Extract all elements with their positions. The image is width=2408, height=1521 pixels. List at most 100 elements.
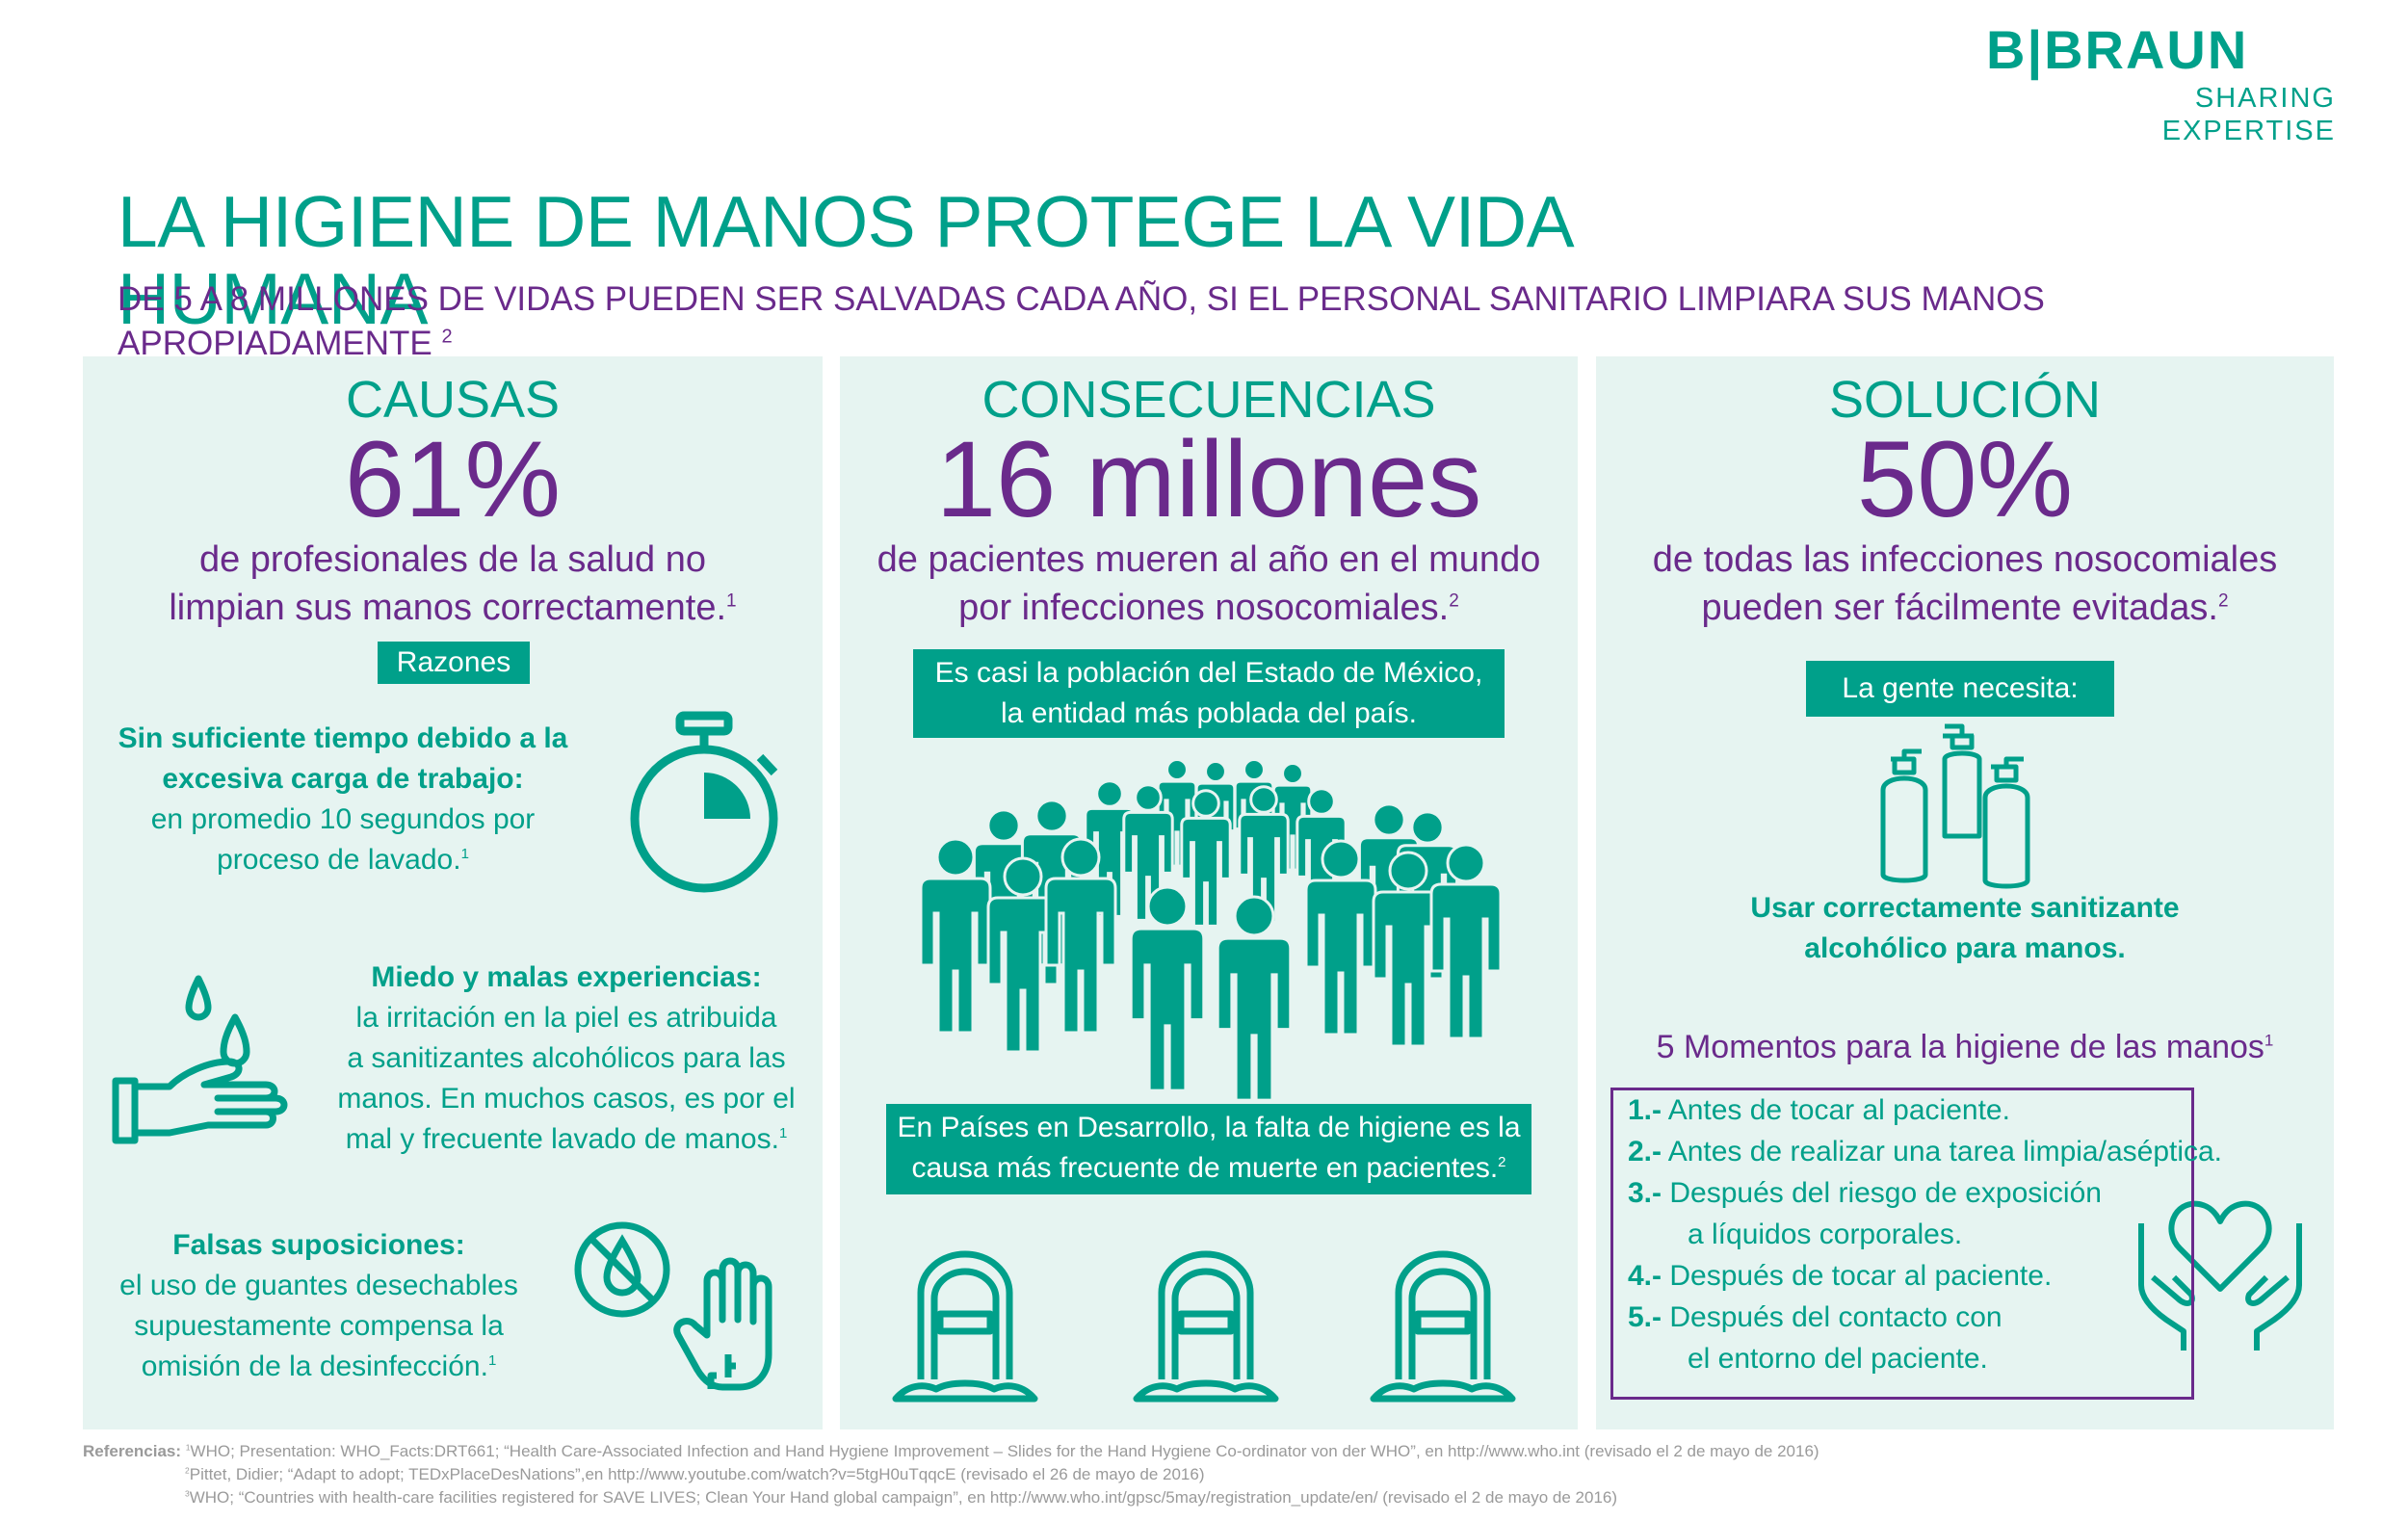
developing-note-ref: 2 (1498, 1154, 1506, 1170)
reason-time-line1: en promedio 10 segundos por (150, 803, 536, 835)
person-figure (919, 837, 992, 1035)
causas-title: CAUSAS (345, 371, 561, 429)
reason-time-bold1: Sin suficiente tiempo debido a la (118, 722, 568, 754)
reason-false: Falsas suposiciones: el uso de guantes d… (92, 1225, 545, 1387)
moment-item: 5.- Después del contacto con (1628, 1299, 2002, 1336)
moments-box (1610, 1088, 2194, 1400)
moment-number: 4.- (1628, 1260, 1662, 1292)
reference-number: 1 (185, 1442, 191, 1453)
moment-item: 1.- Antes de tocar al paciente. (1628, 1092, 2010, 1129)
person-figure (1180, 789, 1232, 928)
crowd-icon (919, 758, 1503, 1102)
consecuencias-stat: 16 millones (935, 419, 1482, 539)
moment-item-cont: el entorno del paciente. (1688, 1343, 1988, 1375)
references: Referencias: 1WHO; Presentation: WHO_Fac… (83, 1441, 1819, 1462)
moment-item: 3.- Después del riesgo de exposición (1628, 1175, 2102, 1212)
reason-time-line2: proceso de lavado. (217, 844, 461, 876)
needs-text-line2: alcohólico para manos. (1804, 932, 2126, 964)
person-figure (1238, 785, 1290, 924)
solucion-desc-line1: de todas las infecciones nosocomiales (1652, 539, 2278, 580)
needs-text: Usar correctamente sanitizante alcohólic… (1596, 888, 2334, 969)
reason-fear-ref: 1 (778, 1125, 788, 1141)
population-note-line1: Es casi la población del Estado de Méxic… (934, 657, 1483, 689)
moment-number: 3.- (1628, 1177, 1662, 1209)
developing-note: En Países en Desarrollo, la falta de hig… (886, 1104, 1531, 1194)
references: 3WHO; “Countries with health-care facili… (185, 1487, 1617, 1508)
moment-number: 1.- (1628, 1094, 1662, 1126)
references-label: Referencias: (83, 1442, 182, 1460)
causas-stat: 61% (344, 419, 562, 539)
page-title: LA HIGIENE DE MANOS PROTEGE LA VIDA HUMA… (118, 181, 1570, 339)
causas-desc-line1: de profesionales de la salud no (198, 539, 707, 580)
stopwatch-icon (630, 711, 778, 893)
developing-note-line1: En Países en Desarrollo, la falta de hig… (897, 1112, 1521, 1143)
subtitle-ref: 2 (441, 326, 453, 348)
moment-text: Después de tocar al paciente. (1669, 1260, 2053, 1292)
no-water-icon (574, 1221, 670, 1318)
consecuencias-title: CONSECUENCIAS (982, 371, 1436, 429)
consecuencias-desc: de pacientes mueren al año en el mundo p… (840, 536, 1578, 632)
sanitizer-bottles-icon (1880, 723, 2030, 889)
page-subtitle: DE 5 A 8 MILLONES DE VIDAS PUEDEN SER SA… (118, 277, 2314, 362)
glove-icon (673, 1257, 772, 1391)
needs-label: La gente necesita: (1806, 661, 2114, 717)
reason-false-ref: 1 (487, 1352, 497, 1369)
moment-item: 2.- Antes de realizar una tarea limpia/a… (1628, 1134, 2222, 1170)
reason-time: Sin suficiente tiempo debido a la excesi… (92, 719, 593, 880)
references: 2Pittet, Didier; “Adapt to adopt; TEDxPl… (185, 1464, 1205, 1485)
moment-text: Después del contacto con (1669, 1301, 2002, 1333)
reason-fear-line2: a sanitizantes alcohólicos para las (347, 1042, 786, 1074)
needs-text-line1: Usar correctamente sanitizante (1750, 892, 2180, 924)
moment-number: 5.- (1628, 1301, 1662, 1333)
brand-tagline: SHARING EXPERTISE (2161, 83, 2336, 146)
panel-solucion: SOLUCIÓN 50% de todas las infecciones no… (1596, 356, 2334, 1429)
causas-desc-ref: 1 (726, 590, 737, 612)
reference-1: WHO; Presentation: WHO_Facts:DRT661; “He… (190, 1442, 1819, 1460)
person-figure (1304, 839, 1377, 1036)
reasons-label: Razones (378, 642, 530, 684)
tombstone-icon (892, 1250, 1038, 1403)
moment-text: Después del riesgo de exposición (1669, 1177, 2102, 1209)
panel-consecuencias: CONSECUENCIAS 16 millones de pacientes m… (840, 356, 1578, 1429)
reason-fear-line3: manos. En muchos casos, es por el (337, 1083, 796, 1115)
reason-time-bold2: excesiva carga de trabajo: (162, 763, 524, 795)
reason-fear: Miedo y malas experiencias: la irritació… (335, 957, 798, 1160)
moment-text: Antes de realizar una tarea limpia/asépt… (1667, 1136, 2223, 1167)
moments-title: 5 Momentos para la higiene de las manos1 (1596, 1025, 2334, 1069)
moment-number: 2.- (1628, 1136, 1662, 1167)
developing-note-line2: causa más frecuente de muerte en pacient… (911, 1152, 1499, 1184)
reason-fear-line4: mal y frecuente lavado de manos. (345, 1123, 779, 1155)
reference-number: 3 (185, 1488, 190, 1499)
moment-item: 4.- Después de tocar al paciente. (1628, 1258, 2052, 1295)
reason-false-bold: Falsas suposiciones: (172, 1229, 465, 1261)
solucion-desc: de todas las infecciones nosocomiales pu… (1596, 536, 2334, 632)
moment-text: Antes de tocar al paciente. (1667, 1094, 2010, 1126)
person-figure (1372, 851, 1445, 1048)
reason-false-line1: el uso de guantes desechables (119, 1270, 518, 1301)
moments-title-text: 5 Momentos para la higiene de las manos (1656, 1029, 2264, 1065)
person-figure (1044, 837, 1117, 1035)
reason-false-line2: supuestamente compensa la (134, 1310, 504, 1342)
panel-causas: CAUSAS 61% de profesionales de la salud … (83, 356, 823, 1429)
population-note: Es casi la población del Estado de Méxic… (913, 649, 1505, 738)
consecuencias-desc-ref: 2 (1449, 590, 1459, 612)
reference-3: WHO; “Countries with health-care facilit… (189, 1488, 1618, 1507)
reason-fear-bold: Miedo y malas experiencias: (371, 961, 762, 993)
tombstone-icon (1133, 1250, 1279, 1403)
reason-fear-line1: la irritación en la piel es atribuida (355, 1002, 777, 1034)
person-figure (1216, 895, 1293, 1102)
reference-number: 2 (185, 1465, 190, 1476)
population-note-line2: la entidad más poblada del país. (1001, 697, 1417, 729)
causas-desc: de profesionales de la salud no limpian … (83, 536, 823, 632)
person-figure (1129, 885, 1206, 1092)
heart-hands-icon (2138, 1200, 2302, 1351)
reason-time-ref: 1 (460, 846, 469, 862)
reference-2: Pittet, Didier; “Adapt to adopt; TEDxPla… (189, 1465, 1205, 1483)
solucion-desc-ref: 2 (2217, 590, 2229, 612)
reason-false-line3: omisión de la desinfección. (141, 1351, 488, 1382)
consecuencias-desc-line2: por infecciones nosocomiales. (958, 588, 1450, 628)
person-figure (1429, 843, 1503, 1040)
brand-logo: B|BRAUN (1986, 19, 2249, 80)
solucion-title: SOLUCIÓN (1828, 371, 2102, 429)
moment-item-cont: a líquidos corporales. (1688, 1219, 1963, 1250)
